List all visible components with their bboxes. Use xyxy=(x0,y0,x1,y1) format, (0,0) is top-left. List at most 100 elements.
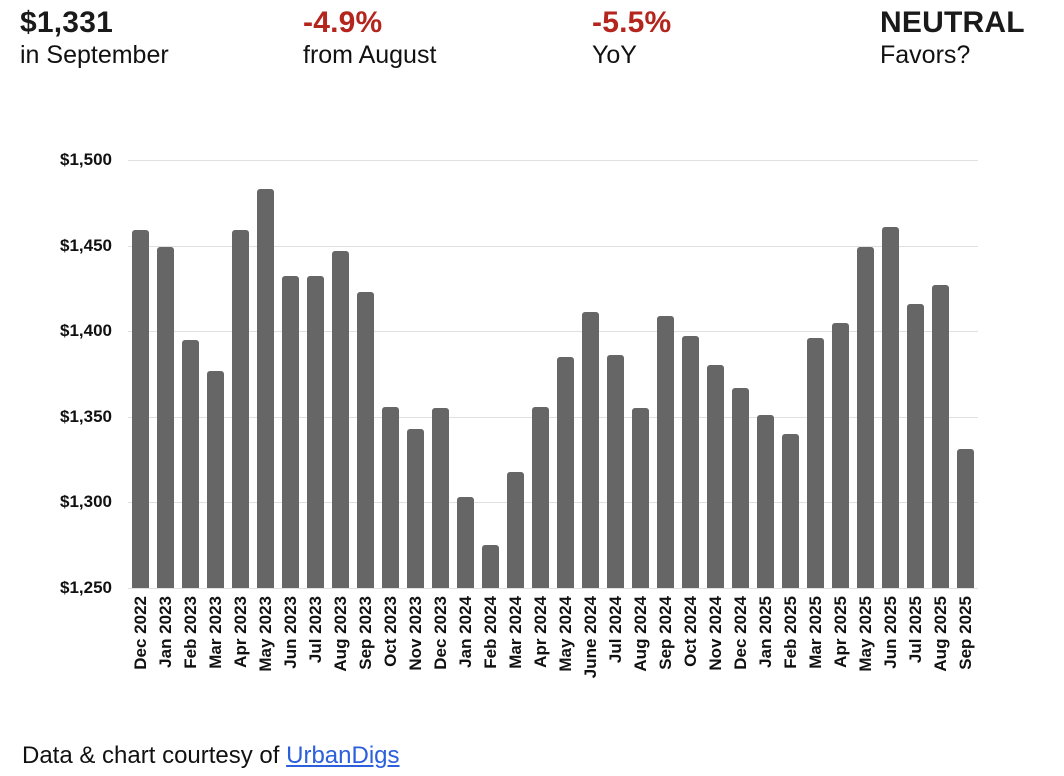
x-axis-tick-label: Nov 2023 xyxy=(406,596,425,671)
x-axis-label-slot: Jun 2023 xyxy=(278,596,303,701)
bar[interactable] xyxy=(582,312,599,588)
y-axis-tick-label: $1,250 xyxy=(60,578,112,597)
x-axis-tick-label: Oct 2024 xyxy=(681,596,700,667)
bar[interactable] xyxy=(457,497,474,588)
bar[interactable] xyxy=(307,276,324,588)
bar[interactable] xyxy=(557,356,574,588)
bar-column xyxy=(178,339,203,588)
bar-column xyxy=(953,449,978,588)
x-axis-label-slot: Mar 2024 xyxy=(503,596,528,701)
bar[interactable] xyxy=(707,365,724,588)
bar-column xyxy=(153,247,178,588)
bar-column xyxy=(778,433,803,588)
bar[interactable] xyxy=(332,250,349,588)
bar[interactable] xyxy=(207,370,224,588)
bar[interactable] xyxy=(832,322,849,588)
bar-column xyxy=(253,189,278,588)
gridline xyxy=(128,331,978,333)
stat-year-over-year-number: -5.5% xyxy=(592,6,672,39)
bar[interactable] xyxy=(632,408,649,588)
bar[interactable] xyxy=(782,433,799,588)
bar[interactable] xyxy=(507,471,524,588)
x-axis-tick-label: Jun 2023 xyxy=(281,596,300,669)
x-axis-tick-label: Jan 2024 xyxy=(456,596,475,668)
bar-column xyxy=(503,471,528,588)
y-axis-tick-label: $1,500 xyxy=(60,150,112,169)
stat-current-value: $1,331 in September xyxy=(20,6,169,70)
x-axis-tick-label: Feb 2023 xyxy=(181,596,200,669)
x-axis-label-slot: Jul 2023 xyxy=(303,596,328,701)
x-axis-tick-label: Aug 2023 xyxy=(331,596,350,672)
x-axis-label-slot: Jun 2025 xyxy=(878,596,903,701)
bar[interactable] xyxy=(382,406,399,588)
bar-column xyxy=(228,230,253,588)
bar[interactable] xyxy=(482,545,499,588)
x-axis-tick-label: Jul 2025 xyxy=(906,596,925,664)
x-axis-tick-label: Mar 2023 xyxy=(206,596,225,669)
stat-month-over-month-label: from August xyxy=(303,41,437,69)
stat-year-over-year: -5.5% YoY xyxy=(592,6,671,70)
x-axis-label-slot: Feb 2023 xyxy=(178,596,203,701)
x-axis-label-slot: Jan 2024 xyxy=(453,596,478,701)
bar-column xyxy=(528,406,553,588)
x-axis-tick-labels: Dec 2022 Jan 2023 Feb 2023 Mar 2023 Apr 2023… xyxy=(128,596,978,701)
bar-column xyxy=(278,276,303,588)
x-axis-label-slot: Aug 2023 xyxy=(328,596,353,701)
stat-market-sentiment-label: Favors? xyxy=(880,41,971,69)
stat-year-over-year-label: YoY xyxy=(592,41,637,69)
x-axis-label-slot: Dec 2024 xyxy=(728,596,753,701)
x-axis-label-slot: May 2023 xyxy=(253,596,278,701)
x-axis-label-slot: Mar 2023 xyxy=(203,596,228,701)
x-axis-label-slot: Aug 2025 xyxy=(928,596,953,701)
bar-column xyxy=(728,387,753,588)
y-axis-tick-label: $1,300 xyxy=(60,492,112,512)
bar[interactable] xyxy=(857,247,874,588)
bar-column xyxy=(578,312,603,588)
bar-column xyxy=(928,284,953,588)
bar[interactable] xyxy=(882,226,899,588)
bar[interactable] xyxy=(157,247,174,588)
x-axis-tick-label: Mar 2025 xyxy=(806,596,825,669)
x-axis-tick-label: Dec 2024 xyxy=(731,596,750,670)
bar[interactable] xyxy=(257,189,274,588)
bar[interactable] xyxy=(757,415,774,588)
bar-column xyxy=(203,370,228,588)
bar[interactable] xyxy=(657,315,674,588)
bar[interactable] xyxy=(132,230,149,588)
chart-plot-area xyxy=(128,160,978,589)
bar[interactable] xyxy=(357,291,374,588)
x-axis-label-slot: Apr 2023 xyxy=(228,596,253,701)
gridline xyxy=(128,245,978,247)
x-axis-tick-label: May 2023 xyxy=(256,596,275,672)
x-axis-label-slot: Mar 2025 xyxy=(803,596,828,701)
bar[interactable] xyxy=(232,230,249,588)
bar-column xyxy=(378,406,403,588)
bar-column xyxy=(603,355,628,588)
x-axis-tick-label: Dec 2023 xyxy=(431,596,450,670)
x-axis-tick-label: Jul 2023 xyxy=(306,596,325,664)
bar[interactable] xyxy=(532,406,549,588)
bar-column xyxy=(453,497,478,588)
bar[interactable] xyxy=(957,449,974,588)
x-axis-label-slot: June 2024 xyxy=(578,596,603,701)
bar[interactable] xyxy=(682,336,699,588)
x-axis-label-slot: Feb 2025 xyxy=(778,596,803,701)
urbandigs-link[interactable]: UrbanDigs xyxy=(286,742,400,769)
bar-column xyxy=(753,415,778,588)
bar-column xyxy=(353,291,378,588)
bar[interactable] xyxy=(907,303,924,588)
x-axis-label-slot: Jan 2023 xyxy=(153,596,178,701)
bar[interactable] xyxy=(282,276,299,588)
bar[interactable] xyxy=(607,355,624,588)
stat-month-over-month: -4.9% from August xyxy=(303,6,436,70)
bar[interactable] xyxy=(932,284,949,588)
bar[interactable] xyxy=(732,387,749,588)
bar[interactable] xyxy=(407,428,424,588)
x-axis-label-slot: Nov 2024 xyxy=(703,596,728,701)
x-axis-tick-label: Sep 2025 xyxy=(956,596,975,670)
bar-column xyxy=(878,226,903,588)
bar[interactable] xyxy=(807,338,824,588)
bar[interactable] xyxy=(432,408,449,588)
bar[interactable] xyxy=(182,339,199,588)
x-axis-label-slot: Feb 2024 xyxy=(478,596,503,701)
